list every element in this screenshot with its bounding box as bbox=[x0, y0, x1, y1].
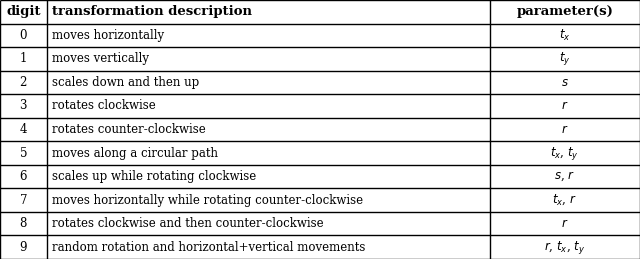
Text: $t_x$, $t_y$: $t_x$, $t_y$ bbox=[550, 145, 579, 162]
Text: 8: 8 bbox=[20, 217, 27, 230]
Text: $s$: $s$ bbox=[561, 76, 569, 89]
Text: rotates clockwise and then counter-clockwise: rotates clockwise and then counter-clock… bbox=[52, 217, 323, 230]
Text: 7: 7 bbox=[20, 194, 27, 207]
Text: $t_x$, $r$: $t_x$, $r$ bbox=[552, 193, 577, 207]
Text: 0: 0 bbox=[20, 29, 27, 42]
Text: moves vertically: moves vertically bbox=[52, 52, 149, 65]
Text: $r$: $r$ bbox=[561, 99, 568, 112]
Text: moves horizontally while rotating counter-clockwise: moves horizontally while rotating counte… bbox=[52, 194, 363, 207]
Text: transformation description: transformation description bbox=[52, 5, 252, 18]
Text: 4: 4 bbox=[20, 123, 27, 136]
Text: scales down and then up: scales down and then up bbox=[52, 76, 199, 89]
Text: $t_x$: $t_x$ bbox=[559, 28, 571, 43]
Text: $s$, $r$: $s$, $r$ bbox=[554, 170, 575, 183]
Text: 5: 5 bbox=[20, 147, 27, 160]
Text: 9: 9 bbox=[20, 241, 27, 254]
Text: $t_y$: $t_y$ bbox=[559, 50, 571, 67]
Text: $r$: $r$ bbox=[561, 123, 568, 136]
Text: scales up while rotating clockwise: scales up while rotating clockwise bbox=[52, 170, 256, 183]
Text: random rotation and horizontal+vertical movements: random rotation and horizontal+vertical … bbox=[52, 241, 365, 254]
Text: $r$: $r$ bbox=[561, 217, 568, 230]
Text: rotates clockwise: rotates clockwise bbox=[52, 99, 156, 112]
Text: 6: 6 bbox=[20, 170, 27, 183]
Text: 1: 1 bbox=[20, 52, 27, 65]
Text: moves along a circular path: moves along a circular path bbox=[52, 147, 218, 160]
Text: parameter(s): parameter(s) bbox=[516, 5, 613, 18]
Text: $r$, $t_x$, $t_y$: $r$, $t_x$, $t_y$ bbox=[544, 239, 586, 256]
Text: rotates counter-clockwise: rotates counter-clockwise bbox=[52, 123, 205, 136]
Text: digit: digit bbox=[6, 5, 40, 18]
Text: 3: 3 bbox=[20, 99, 27, 112]
Text: moves horizontally: moves horizontally bbox=[52, 29, 164, 42]
Text: 2: 2 bbox=[20, 76, 27, 89]
